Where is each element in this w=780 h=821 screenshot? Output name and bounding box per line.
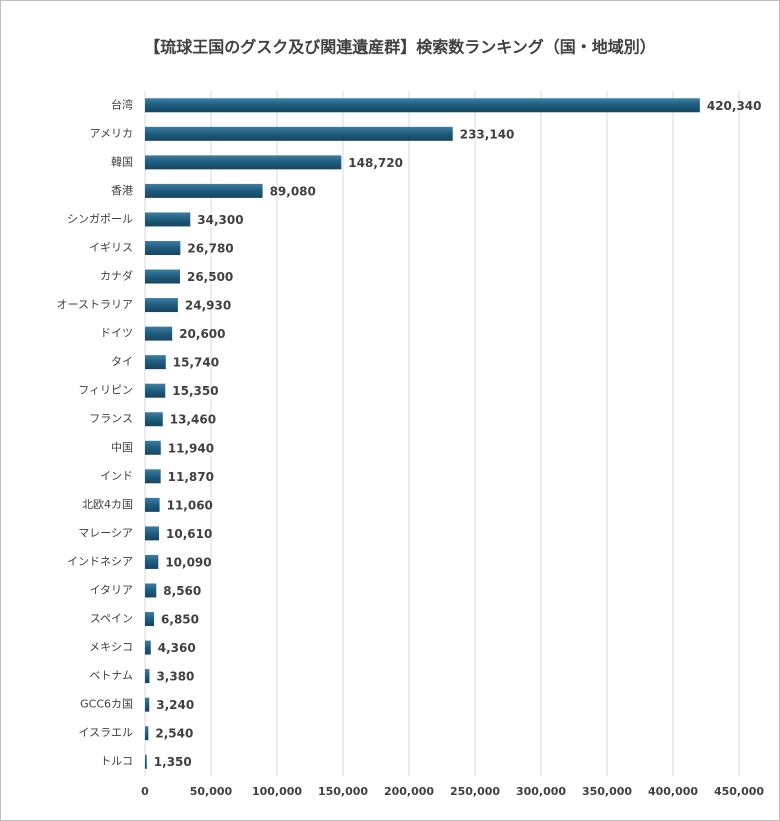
bar bbox=[145, 754, 147, 769]
x-tick-label: 200,000 bbox=[384, 785, 434, 798]
y-tick-label: マレーシア bbox=[78, 526, 133, 539]
bar bbox=[145, 183, 263, 198]
x-tick-label: 150,000 bbox=[318, 785, 368, 798]
y-tick-label: ドイツ bbox=[100, 327, 133, 340]
value-label: 4,360 bbox=[158, 641, 196, 655]
x-tick-label: 350,000 bbox=[582, 785, 632, 798]
x-tick-label: 50,000 bbox=[190, 785, 233, 798]
bar bbox=[145, 355, 166, 370]
y-tick-label: シンガポール bbox=[67, 212, 133, 225]
value-label: 3,240 bbox=[156, 698, 194, 712]
bar bbox=[145, 155, 342, 170]
value-label: 89,080 bbox=[270, 184, 316, 198]
x-tick-label: 0 bbox=[141, 785, 149, 798]
y-tick-label: フランス bbox=[89, 412, 133, 425]
value-label: 10,610 bbox=[166, 527, 212, 541]
value-label: 11,060 bbox=[167, 498, 213, 512]
bar bbox=[145, 612, 155, 627]
bar bbox=[145, 412, 163, 427]
y-tick-label: 台湾 bbox=[111, 97, 133, 111]
chart-title: 【琉球王国のグスク及び関連遺産群】検索数ランキング（国・地域別） bbox=[144, 38, 656, 57]
x-tick-label: 250,000 bbox=[450, 785, 500, 798]
x-tick-label: 400,000 bbox=[648, 785, 698, 798]
bar bbox=[145, 440, 161, 455]
value-label: 24,930 bbox=[185, 299, 231, 313]
y-tick-label: スペイン bbox=[90, 612, 133, 625]
bar bbox=[145, 212, 191, 227]
bar bbox=[145, 640, 151, 655]
y-tick-label: ベトナム bbox=[89, 669, 133, 682]
x-tick-label: 450,000 bbox=[714, 785, 764, 798]
value-label: 1,350 bbox=[154, 755, 192, 769]
y-tick-label: トルコ bbox=[100, 755, 133, 768]
x-tick-label: 100,000 bbox=[252, 785, 302, 798]
y-tick-label: インド bbox=[100, 469, 133, 482]
value-label: 34,300 bbox=[197, 213, 243, 227]
value-label: 2,540 bbox=[155, 727, 193, 741]
bar bbox=[145, 554, 159, 569]
y-tick-label: カナダ bbox=[100, 269, 133, 283]
value-label: 15,350 bbox=[172, 384, 218, 398]
bar bbox=[145, 583, 157, 598]
value-label: 148,720 bbox=[348, 156, 403, 170]
y-tick-label: フィリピン bbox=[78, 384, 133, 397]
y-tick-label: 香港 bbox=[111, 184, 133, 197]
bar bbox=[145, 726, 149, 741]
bar bbox=[145, 326, 173, 341]
bar bbox=[145, 240, 181, 255]
value-label: 13,460 bbox=[170, 413, 216, 427]
value-label: 20,600 bbox=[179, 327, 225, 341]
y-tick-label: 北欧4カ国 bbox=[82, 498, 133, 511]
bar bbox=[145, 126, 453, 141]
bar bbox=[145, 383, 166, 398]
bar bbox=[145, 697, 150, 712]
y-tick-label: GCC6カ国 bbox=[80, 698, 133, 711]
bar bbox=[145, 669, 150, 684]
y-tick-label: イスラエル bbox=[78, 726, 133, 739]
value-label: 15,740 bbox=[173, 356, 219, 370]
value-label: 26,500 bbox=[187, 270, 233, 284]
bar bbox=[145, 526, 160, 541]
y-tick-label: タイ bbox=[111, 355, 133, 368]
value-label: 233,140 bbox=[460, 127, 515, 141]
value-label: 11,940 bbox=[168, 441, 214, 455]
y-tick-label: イタリア bbox=[89, 583, 133, 596]
y-tick-label: 韓国 bbox=[111, 155, 133, 168]
bar bbox=[145, 269, 180, 284]
bar bbox=[145, 298, 178, 313]
value-label: 3,380 bbox=[156, 670, 194, 684]
y-tick-label: インドネシア bbox=[67, 555, 133, 568]
value-label: 10,090 bbox=[165, 555, 211, 569]
y-tick-label: オーストラリア bbox=[57, 298, 133, 311]
y-tick-label: メキシコ bbox=[89, 641, 133, 654]
value-label: 6,850 bbox=[161, 613, 199, 627]
value-label: 26,780 bbox=[187, 241, 233, 255]
bar bbox=[145, 469, 161, 484]
value-label: 11,870 bbox=[168, 470, 214, 484]
value-label: 420,340 bbox=[707, 99, 762, 113]
bar bbox=[145, 98, 700, 113]
y-tick-label: 中国 bbox=[111, 441, 133, 454]
y-tick-label: イギリス bbox=[89, 241, 133, 254]
value-label: 8,560 bbox=[163, 584, 201, 598]
bar bbox=[145, 497, 160, 512]
x-tick-label: 300,000 bbox=[516, 785, 566, 798]
y-tick-label: アメリカ bbox=[90, 127, 133, 140]
